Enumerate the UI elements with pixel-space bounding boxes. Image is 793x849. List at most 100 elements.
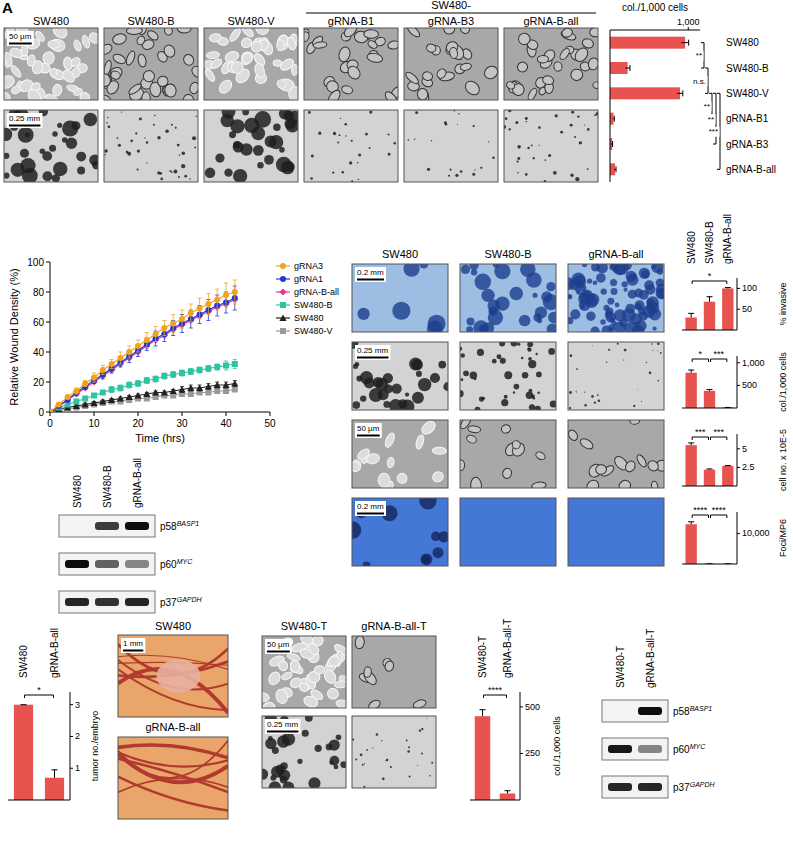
point [91, 375, 97, 381]
band [638, 783, 662, 791]
band [95, 598, 119, 606]
colony [477, 349, 484, 356]
colony [4, 173, 10, 179]
colony [195, 115, 197, 117]
scale-bar [357, 357, 388, 359]
legend-marker [280, 328, 286, 334]
colony [457, 124, 458, 125]
tick [737, 533, 740, 534]
blob [487, 299, 500, 312]
image-content [104, 28, 198, 100]
label-patch [706, 114, 715, 124]
cell [587, 57, 598, 71]
colony [660, 352, 662, 354]
column-title: gRNA-B3 [428, 15, 474, 27]
protein-label: p37GAPDH [673, 781, 716, 793]
colony [406, 739, 408, 741]
point [143, 390, 150, 397]
series-line [50, 298, 235, 412]
y-axis [737, 278, 738, 330]
bar [475, 716, 491, 800]
image-content [204, 110, 298, 182]
cell [355, 636, 365, 649]
blob [568, 317, 573, 324]
cell [617, 478, 633, 488]
colony [409, 358, 422, 371]
point [179, 370, 185, 376]
image-ground [262, 636, 346, 708]
image-ground [104, 28, 198, 100]
image-frame [204, 110, 298, 182]
tick [70, 768, 73, 769]
colony [473, 125, 475, 127]
image-ground [352, 716, 436, 788]
cell [4, 52, 13, 67]
blob [547, 323, 556, 332]
colony [525, 173, 528, 176]
error-bar [171, 315, 175, 333]
colony [311, 155, 314, 158]
blob [593, 280, 598, 285]
blob [461, 265, 470, 274]
cell [335, 699, 346, 708]
colony [652, 350, 653, 351]
colony [388, 153, 391, 156]
bar-chart: SW480SW480-BgRNA-B-all50100% invasive* [682, 214, 788, 330]
cell [43, 92, 60, 100]
vessel [118, 752, 228, 766]
micrograph: 50 µm [257, 631, 352, 714]
point [73, 399, 79, 405]
image-frame [568, 420, 664, 488]
category-label: SW480-T [477, 636, 488, 678]
blob [590, 327, 599, 332]
colony [137, 150, 140, 153]
protein-label: p58BASP1 [673, 705, 712, 717]
image-frame [104, 28, 198, 100]
colony [273, 124, 280, 131]
colony [40, 148, 46, 154]
colony [146, 141, 149, 144]
cell [553, 61, 563, 72]
image-ground [352, 342, 448, 410]
colony [587, 128, 590, 131]
blob [586, 311, 595, 320]
band [65, 560, 89, 568]
plot-area [685, 522, 733, 564]
cell [10, 84, 21, 95]
sig-label: **** [488, 685, 503, 695]
sig-bracket [25, 695, 54, 698]
tick [520, 753, 523, 754]
colony [657, 342, 660, 345]
cell [206, 51, 219, 59]
colony [130, 140, 133, 143]
column-title: SW480-B [127, 15, 174, 27]
image-content [568, 342, 664, 410]
tick-label: 10 [88, 418, 100, 429]
image-frame [304, 28, 398, 100]
image-frame [104, 110, 198, 182]
image-frame [262, 636, 346, 708]
colony [521, 357, 523, 359]
colony [553, 171, 557, 175]
colony [302, 730, 309, 737]
blob [546, 282, 555, 291]
micrograph [562, 261, 668, 337]
baseline [8, 800, 70, 801]
colony [135, 132, 137, 134]
legend-marker [279, 288, 286, 295]
cell [432, 447, 446, 454]
point [179, 316, 185, 322]
error-bar [52, 770, 58, 778]
legend-item: SW480 [294, 313, 324, 323]
cell [518, 33, 530, 45]
blob [615, 303, 620, 308]
bar [704, 302, 715, 330]
point [117, 385, 123, 391]
category-label: gRNA-B-all [49, 628, 60, 678]
plot-area [685, 288, 733, 330]
error-bar [154, 376, 158, 382]
scale-bar-label: 0.25 mm [267, 720, 298, 729]
colony [584, 404, 586, 406]
legend-item: gRNA1 [294, 274, 323, 284]
colony [576, 391, 577, 392]
